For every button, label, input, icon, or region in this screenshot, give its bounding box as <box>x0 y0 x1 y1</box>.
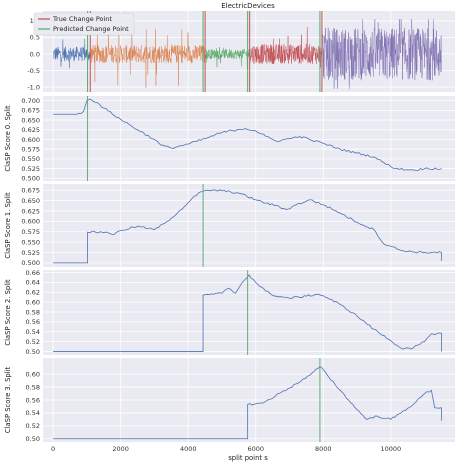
xtick-label-2: 4000 <box>180 445 197 453</box>
xtick-label-4: 8000 <box>315 445 332 453</box>
score-2-ylabel: ClaSP Score 2. Split <box>4 279 12 346</box>
panel-0-ytick-label-2: 0.0 <box>30 50 40 58</box>
timeseries-segment-0 <box>52 38 91 69</box>
panel-1-ytick-label-1: 0.525 <box>21 165 40 173</box>
panel-0-ytick-label-0: -1.0 <box>27 83 40 91</box>
score-1-ylabel: ClaSP Score 1. Split <box>4 192 12 259</box>
chart-title: ElectricDevices <box>221 2 275 10</box>
panel-2-ytick-label-4: 0.600 <box>21 218 40 226</box>
panel-2-ytick-label-2: 0.550 <box>21 238 40 246</box>
xtick-label-5: 10000 <box>380 445 401 453</box>
timeseries-segment-1 <box>90 21 206 88</box>
score-line-1 <box>53 189 442 264</box>
panel-0-ytick-label-3: 0.5 <box>30 34 40 42</box>
timeseries-segment-3 <box>249 27 323 68</box>
score-line-0 <box>53 98 442 171</box>
panel-1-ytick-label-6: 0.650 <box>21 116 40 124</box>
panel-1-ytick-label-8: 0.700 <box>21 97 40 105</box>
xtick-label-3: 6000 <box>247 445 264 453</box>
score-line-3 <box>53 365 442 440</box>
panel-1-ytick-label-2: 0.550 <box>21 155 40 163</box>
panel-2-ytick-label-0: 0.500 <box>21 259 40 267</box>
panel-3-ytick-label-7: 0.64 <box>26 279 40 287</box>
x-axis: 0 2000 4000 6000 8000 10000 <box>51 445 401 453</box>
panel-3-ytick-label-3: 0.56 <box>26 318 40 326</box>
panel-1-ytick-label-5: 0.625 <box>21 126 40 134</box>
panel-3-ytick-label-1: 0.52 <box>26 338 40 346</box>
legend-pred-label: Predicted Change Point <box>53 25 129 33</box>
panel-2-ytick-label-5: 0.625 <box>21 207 40 215</box>
panel-4-ytick-label-1: 0.52 <box>26 422 40 430</box>
score-line-2 <box>53 274 442 352</box>
panel-2-ytick-label-7: 0.675 <box>21 187 40 195</box>
panel-3-ytick-label-0: 0.50 <box>26 348 40 356</box>
x-axis-label: split point s <box>228 454 268 462</box>
panel-1-ytick-label-7: 0.675 <box>21 107 40 115</box>
panel-3-ytick-label-5: 0.60 <box>26 298 40 306</box>
panel-1-ytick-label-0: 0.500 <box>21 175 40 183</box>
timeseries-segment-4 <box>321 19 442 89</box>
panels-layer: -1.0-0.50.00.51.00.5000.5250.5500.5750.6… <box>4 11 455 443</box>
panel-1-ytick-label-4: 0.600 <box>21 136 40 144</box>
legend-box <box>33 12 135 36</box>
panel-3-ytick-label-2: 0.54 <box>26 328 40 336</box>
panel-4-ytick-label-2: 0.54 <box>26 409 40 417</box>
panel-3-ytick-label-4: 0.58 <box>26 308 40 316</box>
timeseries-segment-2 <box>204 47 250 69</box>
panel-0-ytick-label-1: -0.5 <box>27 67 40 75</box>
xtick-label-0: 0 <box>51 445 55 453</box>
panel-3-background <box>43 270 455 355</box>
legend-true-label: True Change Point <box>52 15 112 23</box>
panel-2-ytick-label-3: 0.575 <box>21 228 40 236</box>
panel-4-ytick-label-5: 0.60 <box>26 370 40 378</box>
panel-2-ytick-label-6: 0.650 <box>21 197 40 205</box>
panel-2-ytick-label-1: 0.525 <box>21 249 40 257</box>
score-0-ylabel: ClaSP Score 0. Split <box>4 105 12 172</box>
xtick-label-1: 2000 <box>112 445 129 453</box>
panel-4-ytick-label-0: 0.50 <box>26 435 40 443</box>
panel-3-ytick-label-6: 0.62 <box>26 289 40 297</box>
panel-1-ytick-label-3: 0.575 <box>21 145 40 153</box>
panel-4-ytick-label-3: 0.56 <box>26 396 40 404</box>
panel-2-background <box>43 184 455 267</box>
panel-4-ytick-label-4: 0.58 <box>26 383 40 391</box>
legend: True Change Point Predicted Change Point <box>33 12 135 36</box>
panel-3-ytick-label-8: 0.66 <box>26 269 40 277</box>
score-3-ylabel: ClaSP Score 3. Split <box>4 367 12 434</box>
